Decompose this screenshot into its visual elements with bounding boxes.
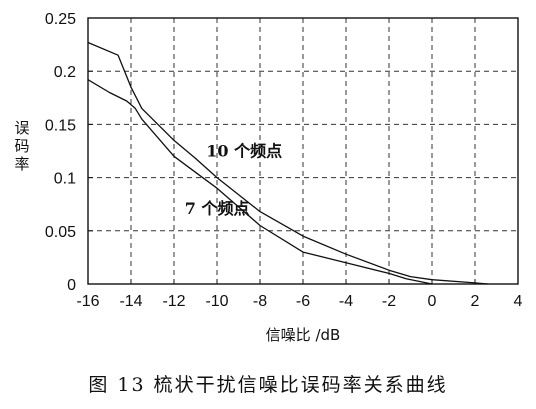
x-tick-label: -10 — [205, 293, 228, 310]
series-annotation-1: 10 个频点 — [206, 141, 282, 160]
x-tick-label: -2 — [382, 293, 396, 310]
y-tick-label: 0 — [67, 277, 76, 294]
error-rate-chart: -16 -14 -12 -10 -8 -6 -4 -2 0 2 4 00.050.10.150.20… — [14, 11, 523, 344]
grid — [88, 18, 518, 284]
y-axis: 0 0.05 0.1 0.15 0.2 0.25 — [45, 11, 93, 294]
x-axis-label: 信噪比 /dB — [266, 326, 341, 344]
x-tick-label: -14 — [119, 293, 142, 310]
series-lines — [87, 41, 488, 285]
x-axis: -16 -14 -12 -10 -8 -6 -4 -2 0 2 4 — [76, 279, 523, 310]
x-tick-label: -16 — [76, 293, 99, 310]
x-tick-label: 0 — [428, 293, 437, 310]
y-axis-label: 误码率 — [14, 119, 29, 173]
x-tick-label: -12 — [162, 293, 185, 310]
x-tick-label: -8 — [253, 293, 267, 310]
series-annotation-2: 7 个频点 — [185, 199, 250, 218]
y-tick-label: 0.25 — [45, 11, 76, 28]
x-tick-label: -6 — [296, 293, 310, 310]
y-tick-label: 0.2 — [54, 64, 76, 81]
series-line-2 — [87, 79, 433, 285]
x-tick-label: 4 — [514, 293, 523, 310]
y-tick-label: 0.1 — [54, 171, 76, 188]
y-tick-label: 0.15 — [45, 117, 76, 134]
series-line-1 — [87, 41, 488, 285]
x-tick-label: -4 — [339, 293, 353, 310]
y-tick-label: 0.05 — [45, 224, 76, 241]
x-tick-label: 2 — [471, 293, 480, 310]
annotations: 10 个频点 7 个频点 — [185, 141, 282, 217]
figure-caption: 图 13 梳状干扰信噪比误码率关系曲线 — [88, 374, 448, 396]
